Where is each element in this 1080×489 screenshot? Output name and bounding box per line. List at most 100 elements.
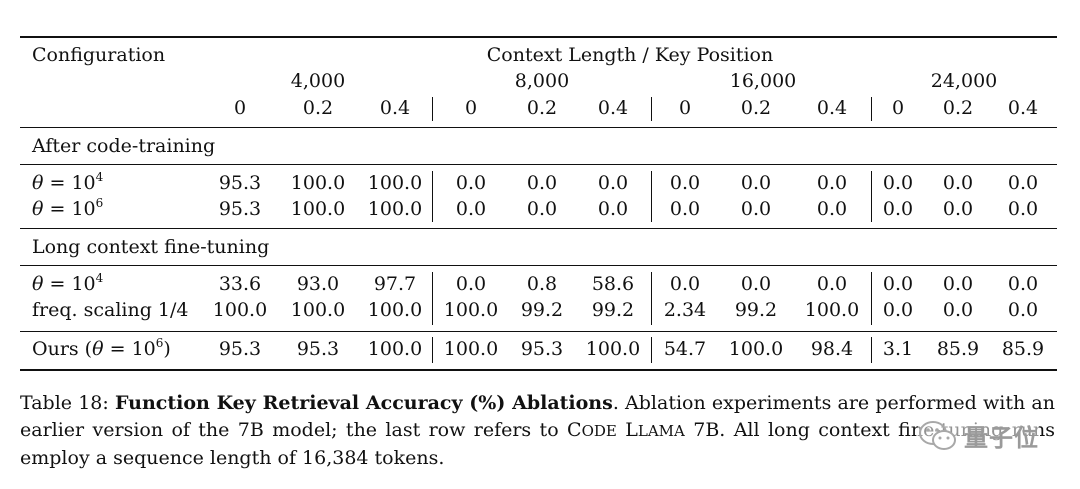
ours-separator [432,337,433,363]
row-label: θ = 104 [32,170,104,194]
section2-bottom-rule [20,331,1057,332]
theta-base: 10 [131,338,156,360]
section2-separator [871,272,872,325]
table-cell: 0.0 [740,172,772,194]
section1-title-rule [20,164,1057,165]
table-cell: 0.0 [740,273,772,295]
configuration-header: Configuration [32,44,166,66]
table-cell: 0.0 [1007,172,1039,194]
row-label: θ = 106 [32,197,103,220]
table-cell: 0.0 [597,172,629,194]
theta-symbol: θ [92,338,104,360]
table-cell: 0.0 [882,198,914,220]
context-length-group: 16,000 [729,70,797,92]
table-cell: 0.0 [942,299,974,321]
table-caption: Table 18: Function Key Retrieval Accurac… [20,390,1055,472]
key-position-header: 0 [891,97,905,119]
section-title: Long context fine-tuning [32,236,270,258]
table-cell: 0.0 [816,198,848,220]
table-cell: 100.0 [367,338,423,360]
table-cell: 0.0 [740,198,772,220]
table-cell: 0.0 [942,273,974,295]
table-cell: 99.2 [734,299,778,321]
table-cell: 33.6 [218,273,262,295]
context-length-group: 4,000 [290,70,346,92]
table-bottom-rule [20,369,1057,371]
key-position-header: 0.4 [379,97,411,119]
theta-symbol: θ [32,172,44,194]
theta-base: 10 [71,273,96,295]
table-cell: 0.0 [597,198,629,220]
theta-symbol: θ [32,273,44,295]
table-cell: 0.0 [1007,273,1039,295]
theta-base: 10 [71,198,96,220]
table-cell: 100.0 [443,338,499,360]
table-cell: 85.9 [1001,338,1045,360]
header-bottom-rule [20,127,1057,128]
key-position-header: 0.2 [942,97,974,119]
table-cell: 54.7 [663,338,707,360]
context-length-header: Context Length / Key Position [486,44,774,66]
context-length-group: 8,000 [514,70,570,92]
table-cell: 0.0 [526,198,558,220]
table-cell: 0.0 [882,172,914,194]
table-cell: 0.0 [669,198,701,220]
theta-exponent: 6 [155,336,164,350]
header-separator [432,97,433,121]
ours-separator [871,337,872,363]
table-cell: 99.2 [591,299,635,321]
caption-text-part1: . Ablation experiments are performed wit… [20,392,1055,441]
row-label: freq. scaling 1/4 [32,299,189,321]
row-label-prefix: Ours ( [32,338,93,360]
table-cell: 99.2 [520,299,564,321]
theta-base: 10 [71,172,96,194]
table-cell: 100.0 [585,338,641,360]
table-cell: 100.0 [443,299,499,321]
key-position-header: 0 [678,97,692,119]
table-cell: 100.0 [290,299,346,321]
table-cell: 0.0 [816,273,848,295]
table-cell: 95.3 [218,338,262,360]
table-cell: 0.0 [669,172,701,194]
section1-bottom-rule [20,228,1057,229]
table-cell: 100.0 [212,299,268,321]
equals-sign: = [43,198,72,220]
caption-title: Function Key Retrieval Accuracy (%) Abla… [114,392,613,414]
section2-title-rule [20,265,1057,266]
table-cell: 0.0 [455,172,487,194]
context-length-group: 24,000 [930,70,998,92]
table-cell: 100.0 [367,299,423,321]
key-position-header: 0.2 [526,97,558,119]
table-cell: 0.0 [942,198,974,220]
section1-separator [871,171,872,222]
theta-symbol: θ [32,198,44,220]
section2-separator [432,272,433,325]
table-cell: 0.0 [455,198,487,220]
table-top-rule [20,36,1057,38]
header-separator [871,97,872,121]
table-cell: 100.0 [367,172,423,194]
table-cell: 0.0 [669,273,701,295]
key-position-header: 0.4 [1007,97,1039,119]
watermark: 量子位 [918,418,1039,453]
table-cell: 0.0 [526,172,558,194]
section2-separator [651,272,652,325]
wechat-icon [919,420,956,450]
table-cell: 100.0 [367,198,423,220]
theta-exponent: 4 [95,170,104,184]
table-cell: 0.0 [942,172,974,194]
key-position-header: 0.2 [740,97,772,119]
equals-sign: = [103,338,132,360]
table-cell: 100.0 [728,338,784,360]
table-cell: 58.6 [591,273,635,295]
caption-model-name: CODE LLAMA [567,419,685,441]
row-label: Ours (θ = 106) [32,336,171,360]
table-cell: 3.1 [882,338,914,360]
table-cell: 100.0 [290,172,346,194]
caption-table-number: Table 18: [20,392,109,414]
watermark-text: 量子位 [964,424,1039,452]
table-cell: 0.0 [882,273,914,295]
equals-sign: = [43,172,72,194]
key-position-header: 0.4 [597,97,629,119]
table-cell: 0.8 [526,273,558,295]
